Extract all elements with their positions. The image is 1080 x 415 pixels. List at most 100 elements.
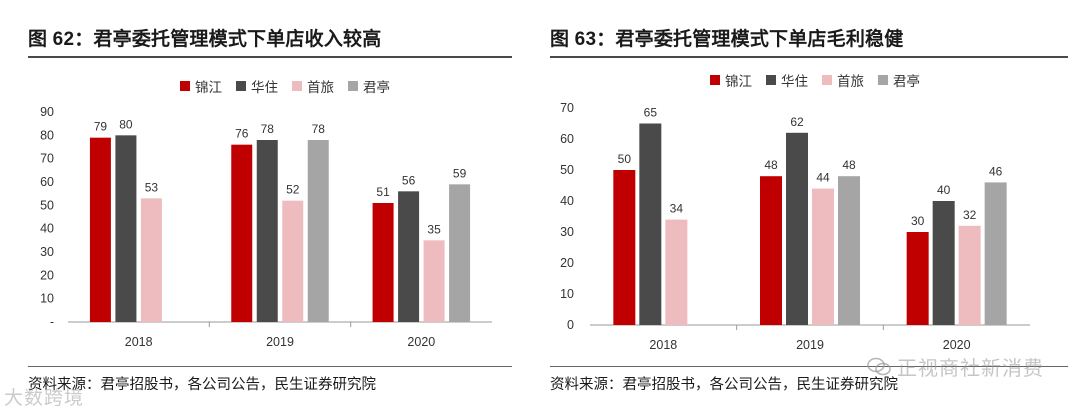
y-tick-label: 80 xyxy=(40,128,54,142)
data-label: 78 xyxy=(312,122,326,136)
y-tick-label: 50 xyxy=(40,198,54,212)
bar-君亭-2019 xyxy=(838,176,860,325)
data-label: 34 xyxy=(670,202,684,216)
legend-item: 锦江 xyxy=(710,70,752,90)
legend-label: 锦江 xyxy=(725,74,752,89)
data-label: 48 xyxy=(764,158,778,172)
y-tick-label: 40 xyxy=(40,222,54,236)
legend-swatch xyxy=(180,81,190,91)
legend-swatch xyxy=(878,75,888,85)
bar-锦江-2020 xyxy=(906,232,929,325)
y-tick-label: 20 xyxy=(560,256,574,270)
data-label: 51 xyxy=(376,185,390,199)
data-label: 40 xyxy=(937,183,951,197)
bar-华住-2020 xyxy=(932,201,955,325)
y-tick-label: 60 xyxy=(560,132,574,146)
y-tick-label: 20 xyxy=(40,268,54,282)
bar-君亭-2020 xyxy=(984,182,1007,325)
bar-首旅-2019 xyxy=(282,200,304,322)
wechat-icon xyxy=(867,357,891,377)
bar-chart-gross-profit: 0 10 20 30 40 50 60 70 2018 50 65 34 2019 48 62 44 48 202… xyxy=(560,101,1030,352)
data-label: 30 xyxy=(911,214,925,228)
source-divider xyxy=(28,366,512,367)
bar-锦江-2020 xyxy=(372,203,394,322)
data-label: 65 xyxy=(644,106,658,120)
y-tick-label: 70 xyxy=(560,101,574,115)
y-tick-label: 70 xyxy=(40,152,54,166)
legend-item: 华住 xyxy=(236,76,278,96)
bar-华住-2019 xyxy=(786,132,808,325)
legend-swatch xyxy=(348,81,358,91)
source-note: 资料来源：君亭招股书，各公司公告，民生证券研究院 xyxy=(28,377,376,393)
source-note: 资料来源：君亭招股书，各公司公告，民生证券研究院 xyxy=(550,377,898,393)
y-tick-label: 90 xyxy=(40,105,54,119)
data-label: 53 xyxy=(145,180,159,194)
x-tick-label: 2018 xyxy=(125,335,153,349)
y-tick-label: 60 xyxy=(40,175,54,189)
x-tick-label: 2019 xyxy=(796,338,824,352)
legend-label: 首旅 xyxy=(307,80,334,95)
legend-swatch xyxy=(766,75,776,85)
watermark-text: 正视商社新消费 xyxy=(897,358,1044,380)
figure-63: 图 63：君亭委托管理模式下单店毛利稳健 锦江 华住 首旅 君亭 0 10 20 30 40 5… xyxy=(540,0,1080,415)
legend-label: 华住 xyxy=(251,80,278,95)
data-label: 52 xyxy=(286,183,300,197)
data-label: 32 xyxy=(963,208,977,222)
y-tick-label: 50 xyxy=(560,163,574,177)
data-label: 44 xyxy=(816,171,830,185)
data-label: 76 xyxy=(235,127,249,141)
data-label: 46 xyxy=(989,164,1003,178)
data-label: 80 xyxy=(119,117,133,131)
legend: 锦江 华住 首旅 君亭 xyxy=(710,70,920,90)
watermark: 大数跨境 xyxy=(4,388,85,409)
figure-title: 图 63：君亭委托管理模式下单店毛利稳健 xyxy=(550,29,904,50)
bar-锦江-2018 xyxy=(89,137,111,322)
legend-item: 君亭 xyxy=(348,76,390,96)
data-label: 35 xyxy=(427,222,441,236)
legend-swatch xyxy=(292,81,302,91)
data-label: 50 xyxy=(618,152,632,166)
bar-首旅-2019 xyxy=(812,188,834,325)
bar-chart-revenue: - 10 20 30 40 50 60 70 80 90 2018 79 80 53 2019 76 78 52 7… xyxy=(40,105,492,349)
y-tick-label: - xyxy=(50,315,54,329)
legend-item: 锦江 xyxy=(180,76,222,96)
bar-君亭-2020 xyxy=(449,184,471,322)
watermark: 正视商社新消费 xyxy=(867,352,1044,381)
bar-锦江-2019 xyxy=(760,176,782,325)
data-label: 59 xyxy=(453,166,467,180)
figure-62: 图 62：君亭委托管理模式下单店收入较高 锦江 华住 首旅 君亭 - 10 20 30 40 5… xyxy=(28,29,512,393)
x-tick-label: 2020 xyxy=(407,335,435,349)
source-divider xyxy=(550,366,1068,367)
legend-item: 华住 xyxy=(766,70,808,90)
figure-title: 图 62：君亭委托管理模式下单店收入较高 xyxy=(28,29,382,50)
bar-首旅-2018 xyxy=(665,219,688,325)
legend-swatch xyxy=(710,75,720,85)
legend-label: 首旅 xyxy=(837,74,864,89)
legend-item: 君亭 xyxy=(878,70,920,90)
legend-label: 华住 xyxy=(781,74,808,89)
y-tick-label: 10 xyxy=(40,292,54,306)
bar-华住-2018 xyxy=(115,135,137,322)
x-tick-label: 2019 xyxy=(266,335,294,349)
data-label: 56 xyxy=(402,173,416,187)
bar-君亭-2019 xyxy=(307,140,329,322)
x-tick-label: 2020 xyxy=(943,338,971,352)
x-tick-label: 2018 xyxy=(649,338,677,352)
legend-item: 首旅 xyxy=(292,76,334,96)
bar-首旅-2020 xyxy=(958,225,981,325)
legend-swatch xyxy=(236,81,246,91)
bar-锦江-2018 xyxy=(613,170,636,325)
y-tick-label: 0 xyxy=(567,318,574,332)
legend-label: 君亭 xyxy=(893,74,920,89)
bar-华住-2018 xyxy=(639,123,662,325)
data-label: 48 xyxy=(842,158,856,172)
data-label: 78 xyxy=(261,122,275,136)
legend-item: 首旅 xyxy=(822,70,864,90)
bar-锦江-2019 xyxy=(231,144,253,322)
legend-label: 锦江 xyxy=(195,80,222,95)
bar-首旅-2018 xyxy=(140,198,162,322)
legend-swatch xyxy=(822,75,832,85)
y-tick-label: 30 xyxy=(40,245,54,259)
bar-华住-2019 xyxy=(256,140,278,322)
bar-首旅-2020 xyxy=(423,240,445,322)
